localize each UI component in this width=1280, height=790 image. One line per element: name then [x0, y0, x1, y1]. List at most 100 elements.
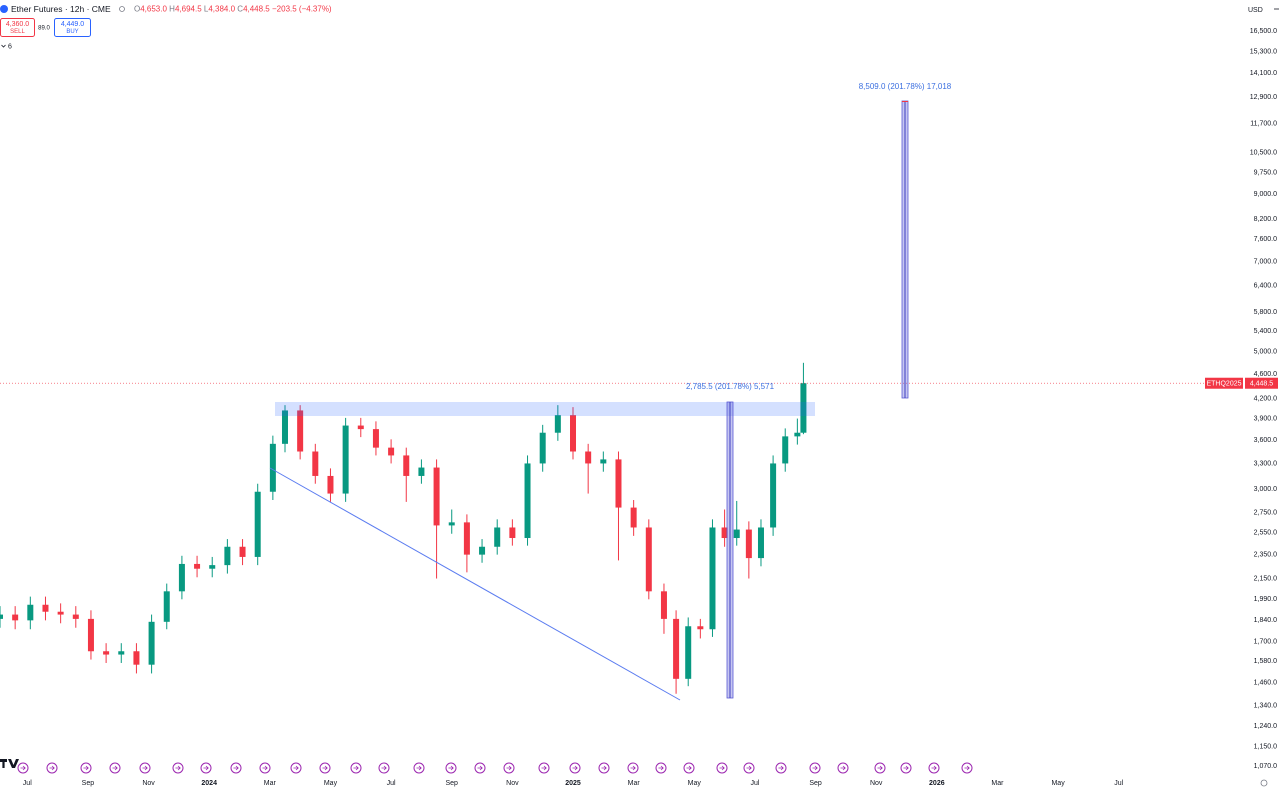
x-tick-label: May: [688, 780, 702, 787]
event-arrow: [903, 765, 909, 771]
event-arrow: [812, 765, 818, 771]
measure-label: 8,509.0 (201.78%) 17,018: [859, 82, 952, 91]
y-tick-label: 10,500.0: [1250, 149, 1277, 156]
event-arrow: [175, 765, 181, 771]
candle-body: [433, 467, 440, 526]
legend-value: 4,384.0: [208, 5, 235, 14]
candle-body: [585, 451, 592, 464]
candle-body: [509, 527, 516, 539]
candle-body: [524, 463, 531, 539]
y-tick-label: 1,840.0: [1254, 617, 1277, 624]
settings-icon[interactable]: [1260, 779, 1268, 787]
event-arrow: [746, 765, 752, 771]
x-tick-label: 2026: [929, 780, 945, 787]
event-arrow: [877, 765, 883, 771]
axes: 16,500.0 15,300.0 14,100.0 12,900.0 11,700.0…: [23, 28, 1278, 787]
y-tick-label: 2,750.0: [1254, 509, 1277, 516]
legend-key: L: [204, 5, 209, 14]
candle-body: [615, 459, 622, 508]
y-tick-label: 12,900.0: [1250, 94, 1277, 101]
symbol-title[interactable]: Ether Futures · 12h · CME: [11, 4, 111, 14]
y-tick-label: 2,150.0: [1254, 575, 1277, 582]
candle-body: [660, 591, 667, 619]
event-arrow: [233, 765, 239, 771]
event-arrow: [964, 765, 970, 771]
event-arrow: [448, 765, 454, 771]
candle-body: [554, 415, 561, 433]
event-arrow: [572, 765, 578, 771]
buy-button[interactable]: [54, 18, 91, 37]
candle-body: [133, 651, 140, 665]
candle-body: [194, 563, 201, 569]
collapse-icon[interactable]: [1, 44, 6, 48]
event-arrow: [293, 765, 299, 771]
event-arrow: [477, 765, 483, 771]
buy-price: 4,449.0: [61, 21, 84, 28]
candle-body: [697, 626, 704, 630]
y-tick-label: 1,990.0: [1254, 596, 1277, 603]
y-tick-label: 11,700.0: [1250, 120, 1277, 127]
y-tick-label: 15,300.0: [1250, 48, 1277, 55]
logo[interactable]: [0, 759, 19, 768]
candle-body: [42, 604, 49, 612]
candle-body: [645, 527, 652, 592]
candle-body: [312, 451, 319, 476]
y-tick-label: 1,070.0: [1254, 763, 1277, 770]
candle-body: [745, 529, 752, 559]
candle-body: [372, 429, 379, 448]
y-tick-label: 4,200.0: [1254, 396, 1277, 403]
x-tick-label: Jul: [23, 780, 32, 787]
candle-body: [721, 527, 728, 539]
sell-button[interactable]: [0, 18, 35, 37]
y-tick-label: 5,400.0: [1254, 328, 1277, 335]
y-tick-label: 14,100.0: [1250, 70, 1277, 77]
event-arrow: [353, 765, 359, 771]
y-tick-label: 8,200.0: [1254, 216, 1277, 223]
x-tick-label: Jul: [387, 780, 396, 787]
y-tick-label: 16,500.0: [1250, 28, 1277, 35]
y-tick-label: 7,600.0: [1254, 236, 1277, 243]
trend-line: [269, 467, 681, 701]
legend-change: −203.5 (−4.37%): [272, 5, 332, 14]
candle-body: [630, 507, 637, 528]
price-tag: 4,448.5: [1250, 381, 1273, 388]
candle-body: [239, 546, 246, 557]
candle-body: [57, 611, 64, 615]
candle-body: [87, 618, 94, 652]
eye-icon[interactable]: [119, 6, 125, 12]
event-arrow: [83, 765, 89, 771]
indicator-count[interactable]: 6: [8, 43, 12, 50]
event-arrow: [719, 765, 725, 771]
event-arrow: [20, 765, 26, 771]
event-arrow: [541, 765, 547, 771]
candle-body: [163, 591, 170, 622]
y-tick-label: 1,460.0: [1254, 679, 1277, 686]
event-arrow: [49, 765, 55, 771]
candle-body: [148, 621, 155, 665]
candle-body: [794, 432, 801, 437]
candle-body: [782, 436, 789, 464]
symbol-icon[interactable]: [0, 5, 8, 13]
candle-body: [494, 527, 501, 547]
price-tag-bg: [1245, 377, 1278, 389]
x-tick-label: Sep: [82, 780, 95, 787]
candle-body: [72, 614, 79, 619]
y-tick-label: 1,340.0: [1254, 702, 1277, 709]
y-tick-label: 2,550.0: [1254, 530, 1277, 537]
x-tick-label: Jul: [750, 780, 759, 787]
candle-body: [254, 491, 261, 557]
candle-body: [733, 529, 740, 539]
event-arrow: [506, 765, 512, 771]
x-tick-label: Sep: [446, 780, 459, 787]
event-arrow: [931, 765, 937, 771]
candle-body: [570, 415, 577, 452]
candle-body: [297, 410, 304, 452]
legend-value: 4,694.5: [175, 5, 202, 14]
event-arrow: [112, 765, 118, 771]
event-arrow: [686, 765, 692, 771]
candle-body: [757, 527, 764, 559]
y-tick-label: 3,000.0: [1254, 486, 1277, 493]
currency[interactable]: USD: [1248, 7, 1263, 14]
